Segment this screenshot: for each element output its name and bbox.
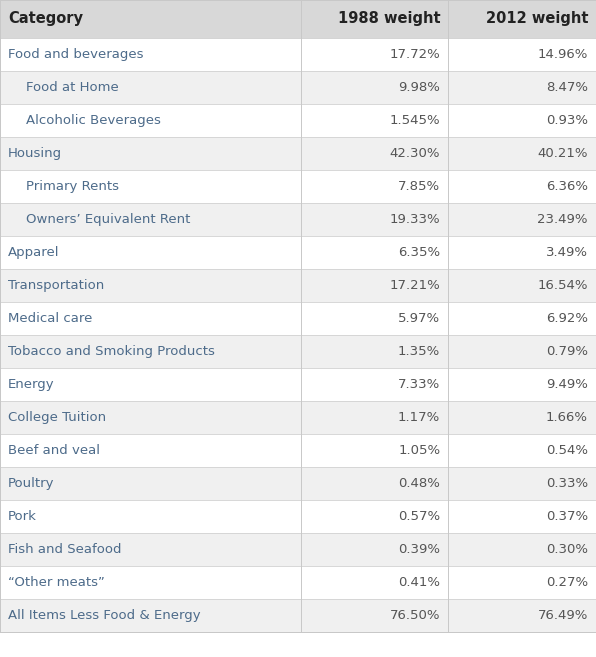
Text: 0.54%: 0.54% <box>546 444 588 457</box>
Bar <box>0 401 596 434</box>
Text: Tobacco and Smoking Products: Tobacco and Smoking Products <box>8 345 215 358</box>
Text: Food and beverages: Food and beverages <box>8 48 144 61</box>
Text: 3.49%: 3.49% <box>546 246 588 259</box>
Text: Primary Rents: Primary Rents <box>26 180 119 193</box>
Text: Category: Category <box>8 12 83 26</box>
Text: Beef and veal: Beef and veal <box>8 444 100 457</box>
Text: 0.33%: 0.33% <box>546 477 588 490</box>
Text: All Items Less Food & Energy: All Items Less Food & Energy <box>8 609 201 622</box>
Text: 0.30%: 0.30% <box>546 543 588 556</box>
Text: 2012 weight: 2012 weight <box>486 12 588 26</box>
Text: 1.66%: 1.66% <box>546 411 588 424</box>
Text: 0.57%: 0.57% <box>398 510 440 523</box>
Text: Poultry: Poultry <box>8 477 54 490</box>
Text: 0.39%: 0.39% <box>398 543 440 556</box>
Text: Energy: Energy <box>8 378 55 391</box>
Bar <box>0 533 596 566</box>
Text: 40.21%: 40.21% <box>538 147 588 160</box>
Bar <box>0 38 596 71</box>
Text: 17.21%: 17.21% <box>389 279 440 292</box>
Text: 1.35%: 1.35% <box>398 345 440 358</box>
Bar <box>0 269 596 302</box>
Bar <box>0 302 596 335</box>
Text: 14.96%: 14.96% <box>538 48 588 61</box>
Text: 7.33%: 7.33% <box>398 378 440 391</box>
Text: 16.54%: 16.54% <box>538 279 588 292</box>
Text: 1.545%: 1.545% <box>390 114 440 127</box>
Text: 9.49%: 9.49% <box>546 378 588 391</box>
Text: Owners’ Equivalent Rent: Owners’ Equivalent Rent <box>26 213 190 226</box>
Text: Pork: Pork <box>8 510 37 523</box>
Text: 1.17%: 1.17% <box>398 411 440 424</box>
Text: 6.92%: 6.92% <box>546 312 588 325</box>
Text: 0.37%: 0.37% <box>546 510 588 523</box>
Bar <box>0 137 596 170</box>
Text: 19.33%: 19.33% <box>390 213 440 226</box>
Text: 17.72%: 17.72% <box>389 48 440 61</box>
Text: 0.79%: 0.79% <box>546 345 588 358</box>
Text: 6.36%: 6.36% <box>546 180 588 193</box>
Text: Medical care: Medical care <box>8 312 92 325</box>
Text: 7.85%: 7.85% <box>398 180 440 193</box>
Bar <box>0 71 596 104</box>
Bar <box>0 566 596 599</box>
Text: 23.49%: 23.49% <box>538 213 588 226</box>
Bar <box>0 599 596 632</box>
Text: 0.41%: 0.41% <box>398 576 440 589</box>
Text: Fish and Seafood: Fish and Seafood <box>8 543 122 556</box>
Bar <box>0 434 596 467</box>
Text: 1.05%: 1.05% <box>398 444 440 457</box>
Text: 9.98%: 9.98% <box>398 81 440 94</box>
Text: 0.48%: 0.48% <box>398 477 440 490</box>
Bar <box>0 0 596 38</box>
Text: 76.50%: 76.50% <box>390 609 440 622</box>
Text: 0.27%: 0.27% <box>546 576 588 589</box>
Text: Alcoholic Beverages: Alcoholic Beverages <box>26 114 161 127</box>
Text: 76.49%: 76.49% <box>538 609 588 622</box>
Text: 6.35%: 6.35% <box>398 246 440 259</box>
Text: College Tuition: College Tuition <box>8 411 106 424</box>
Text: “Other meats”: “Other meats” <box>8 576 105 589</box>
Text: 1988 weight: 1988 weight <box>337 12 440 26</box>
Bar <box>0 203 596 236</box>
Text: Apparel: Apparel <box>8 246 60 259</box>
Bar <box>0 335 596 368</box>
Text: Transportation: Transportation <box>8 279 104 292</box>
Bar <box>0 467 596 500</box>
Text: 5.97%: 5.97% <box>398 312 440 325</box>
Bar <box>0 368 596 401</box>
Bar <box>0 500 596 533</box>
Text: 8.47%: 8.47% <box>546 81 588 94</box>
Text: Food at Home: Food at Home <box>26 81 119 94</box>
Bar <box>0 104 596 137</box>
Bar <box>0 170 596 203</box>
Text: Housing: Housing <box>8 147 62 160</box>
Bar <box>0 236 596 269</box>
Text: 42.30%: 42.30% <box>390 147 440 160</box>
Text: 0.93%: 0.93% <box>546 114 588 127</box>
